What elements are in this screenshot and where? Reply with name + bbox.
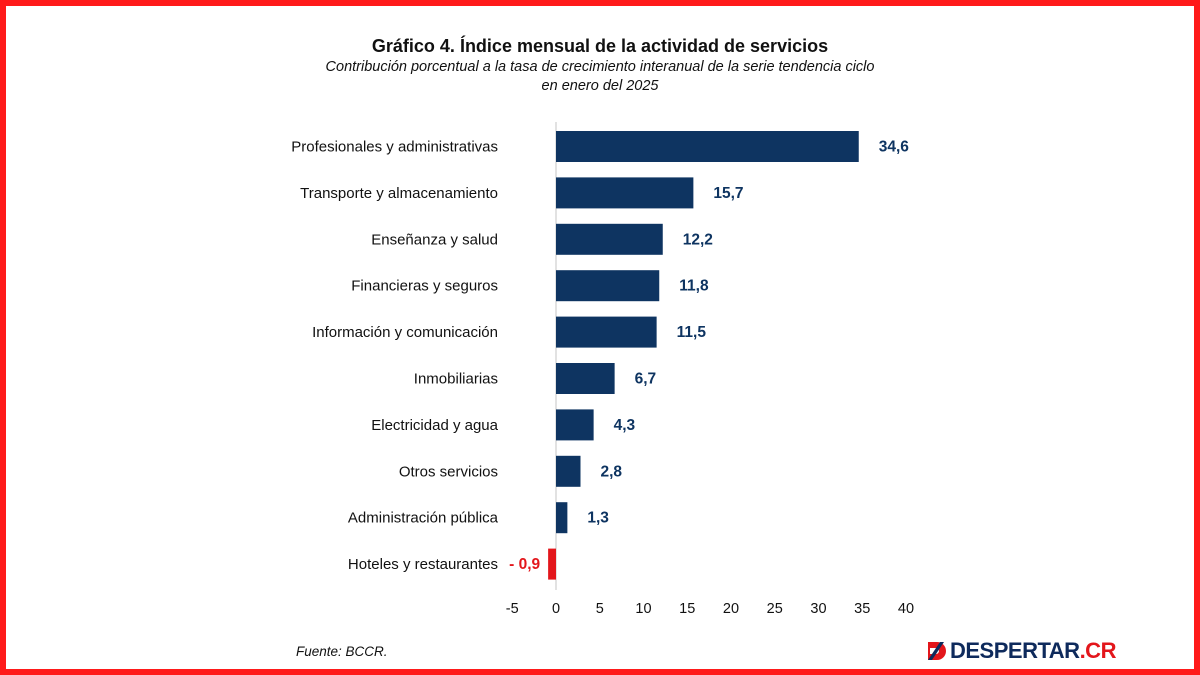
x-tick-label: 40 <box>898 601 914 617</box>
x-tick-label: 15 <box>679 601 695 617</box>
x-tick-label: 30 <box>810 601 826 617</box>
despertar-mark-icon <box>928 642 946 660</box>
x-tick-label: 10 <box>635 601 651 617</box>
chart-subtitle-line2: en enero del 2025 <box>541 78 659 94</box>
data-label: 11,5 <box>677 324 707 341</box>
category-label: Profesionales y administrativas <box>291 139 498 156</box>
bar <box>556 363 615 394</box>
x-tick-label: 20 <box>723 601 739 617</box>
logo-text: DESPERTAR <box>950 638 1080 663</box>
source-note: Fuente: BCCR. <box>296 644 388 659</box>
data-label: 11,8 <box>679 278 709 295</box>
bar <box>556 409 594 441</box>
bar <box>556 131 859 162</box>
category-label: Electricidad y agua <box>371 417 498 434</box>
category-label: Financieras y seguros <box>351 278 498 295</box>
bar <box>556 177 694 209</box>
bar <box>556 502 568 534</box>
category-label: Transporte y almacenamiento <box>300 185 498 202</box>
brand-logo: DESPERTAR .CR <box>926 638 1116 664</box>
chart-subtitle-line1: Contribución porcentual a la tasa de cre… <box>325 59 875 75</box>
category-label: Enseñanza y salud <box>371 231 498 248</box>
data-label: 1,3 <box>587 510 609 527</box>
x-tick-label: 5 <box>596 601 604 617</box>
x-tick-label: 0 <box>552 601 560 617</box>
x-tick-label: 25 <box>767 601 783 617</box>
data-label: 2,8 <box>601 463 623 480</box>
category-label: Información y comunicación <box>312 324 498 341</box>
bar <box>556 270 660 302</box>
category-label: Otros servicios <box>399 463 498 480</box>
bar <box>556 223 663 255</box>
data-label: 4,3 <box>614 417 636 434</box>
data-label: 15,7 <box>713 185 743 202</box>
data-label: 12,2 <box>683 231 713 248</box>
data-label: 34,6 <box>879 139 910 156</box>
x-tick-label: -5 <box>506 601 519 617</box>
data-label: - 0,9 <box>509 556 540 573</box>
category-label: Inmobiliarias <box>414 371 498 388</box>
category-label: Hoteles y restaurantes <box>348 556 498 573</box>
bar <box>556 455 581 487</box>
x-tick-label: 35 <box>854 601 870 617</box>
chart-title: Gráfico 4. Índice mensual de la activida… <box>371 36 829 56</box>
bar <box>548 548 556 580</box>
category-label: Administración pública <box>348 510 499 527</box>
data-label: 6,7 <box>635 371 657 388</box>
logo-suffix: .CR <box>1079 638 1117 663</box>
bar <box>556 316 657 348</box>
